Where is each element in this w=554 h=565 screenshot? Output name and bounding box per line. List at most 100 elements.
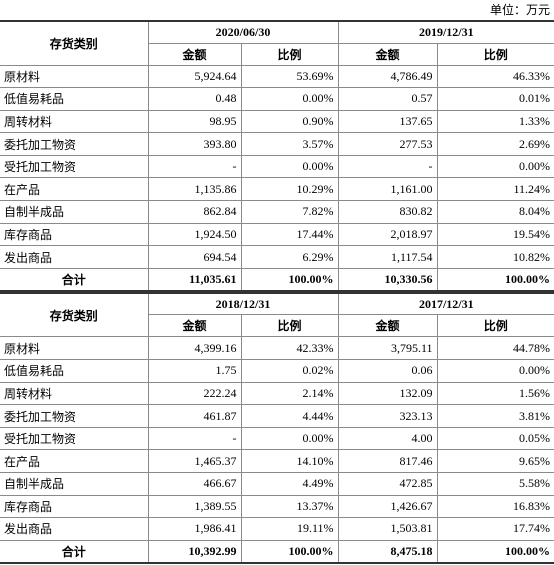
value-cell: 1,986.41 — [147, 517, 242, 541]
category-cell: 发出商品 — [0, 245, 149, 269]
subheader: 金额 — [148, 314, 242, 338]
subheader: 比例 — [436, 314, 554, 338]
value-cell: 1,135.86 — [147, 177, 242, 202]
category-cell: 库存商品 — [0, 222, 149, 247]
value-cell: 3.57% — [240, 132, 339, 156]
subheader: 比例 — [240, 314, 339, 338]
value-cell: 393.80 — [147, 132, 242, 156]
data-row: 原材料 5,924.64 53.69% 4,786.49 46.33% — [0, 64, 554, 89]
subheader: 比例 — [436, 42, 554, 66]
data-row: 自制半成品 862.84 7.82% 830.82 8.04% — [0, 200, 554, 224]
value-cell: 0.90% — [240, 109, 339, 134]
value-cell: 1,503.81 — [337, 517, 438, 541]
total-value: 10,330.56 — [337, 267, 438, 292]
value-cell: 4.49% — [240, 472, 339, 496]
data-row: 委托加工物资 461.87 4.44% 323.13 3.81% — [0, 404, 554, 428]
value-cell: 1.56% — [436, 381, 554, 406]
value-cell: 0.57 — [337, 87, 438, 111]
value-cell: 461.87 — [147, 404, 242, 428]
value-cell: 132.09 — [337, 381, 438, 406]
value-cell: 53.69% — [240, 64, 339, 89]
value-cell: 11.24% — [436, 177, 554, 202]
inventory-table: 存货类别 2020/06/30 2019/12/31 金额 比例 金额 比例 原材料 5,924… — [0, 20, 554, 292]
category-cell: 周转材料 — [0, 109, 149, 134]
value-cell: 6.29% — [240, 245, 339, 269]
value-cell: 0.00% — [240, 87, 339, 111]
subheader: 比例 — [240, 42, 339, 66]
inventory-table: 存货类别 2018/12/31 2017/12/31 金额 比例 金额 比例 原材料 4,399… — [0, 291, 554, 564]
subheader-row: 金额 比例 金额 比例 — [0, 42, 554, 66]
value-cell: 1.75 — [147, 359, 242, 383]
value-cell: 277.53 — [337, 132, 438, 156]
table-body: 原材料 5,924.64 53.69% 4,786.49 46.33% 低值易耗品 0.48… — [0, 64, 554, 292]
category-cell: 受托加工物资 — [0, 154, 149, 179]
value-cell: 4,399.16 — [147, 336, 242, 361]
value-cell: 3,795.11 — [337, 336, 438, 361]
value-cell: 4.00 — [337, 426, 438, 451]
value-cell: 16.83% — [436, 494, 554, 519]
value-cell: 7.82% — [240, 200, 339, 224]
period-header: 2019/12/31 — [337, 20, 554, 44]
total-value: 100.00% — [436, 267, 554, 292]
data-row: 低值易耗品 1.75 0.02% 0.06 0.00% — [0, 359, 554, 383]
header-row: 存货类别 2018/12/31 2017/12/31 — [0, 292, 554, 338]
value-cell: 0.06 — [337, 359, 438, 383]
data-row: 在产品 1,135.86 10.29% 1,161.00 11.24% — [0, 177, 554, 202]
value-cell: 19.54% — [436, 222, 554, 247]
subheader-row: 金额 比例 金额 比例 — [0, 314, 554, 338]
total-value: 100.00% — [436, 539, 554, 564]
value-cell: 0.00% — [240, 154, 339, 179]
value-cell: 13.37% — [240, 494, 339, 519]
value-cell: 1.33% — [436, 109, 554, 134]
table-body: 原材料 4,399.16 42.33% 3,795.11 44.78% 低值易耗品 1.75… — [0, 336, 554, 564]
value-cell: 0.00% — [436, 359, 554, 383]
category-cell: 委托加工物资 — [0, 404, 149, 428]
category-cell: 低值易耗品 — [0, 359, 149, 383]
value-cell: 817.46 — [337, 449, 438, 473]
period-header: 2020/06/30 — [147, 20, 339, 44]
value-cell: - — [147, 426, 242, 451]
value-cell: 5.58% — [436, 472, 554, 496]
category-cell: 原材料 — [0, 64, 149, 89]
value-cell: 1,117.54 — [337, 245, 438, 269]
header-row: 存货类别 2020/06/30 2019/12/31 — [0, 20, 554, 66]
table-header: 存货类别 2020/06/30 2019/12/31 金额 比例 金额 比例 — [0, 20, 554, 66]
data-row: 委托加工物资 393.80 3.57% 277.53 2.69% — [0, 132, 554, 156]
value-cell: 0.00% — [240, 426, 339, 451]
data-row: 周转材料 222.24 2.14% 132.09 1.56% — [0, 381, 554, 406]
category-cell: 周转材料 — [0, 381, 149, 406]
category-cell: 受托加工物资 — [0, 426, 149, 451]
data-row: 低值易耗品 0.48 0.00% 0.57 0.01% — [0, 87, 554, 111]
unit-label: 单位：万元 — [489, 3, 550, 17]
total-label: 合计 — [0, 267, 149, 292]
data-row: 周转材料 98.95 0.90% 137.65 1.33% — [0, 109, 554, 134]
value-cell: 472.85 — [337, 472, 438, 496]
value-cell: 4,786.49 — [337, 64, 438, 89]
value-cell: 0.01% — [436, 87, 554, 111]
data-row: 自制半成品 466.67 4.49% 472.85 5.58% — [0, 472, 554, 496]
category-cell: 库存商品 — [0, 494, 149, 519]
value-cell: 0.00% — [436, 154, 554, 179]
value-cell: 42.33% — [240, 336, 339, 361]
value-cell: 46.33% — [436, 64, 554, 89]
total-value: 10,392.99 — [147, 539, 242, 564]
category-cell: 自制半成品 — [0, 472, 149, 496]
value-cell: 4.44% — [240, 404, 339, 428]
value-cell: 466.67 — [147, 472, 242, 496]
data-row: 库存商品 1,389.55 13.37% 1,426.67 16.83% — [0, 494, 554, 519]
category-cell: 原材料 — [0, 336, 149, 361]
category-cell: 自制半成品 — [0, 200, 149, 224]
value-cell: 2.69% — [436, 132, 554, 156]
total-value: 100.00% — [240, 539, 339, 564]
subheader: 金额 — [337, 42, 438, 66]
value-cell: 830.82 — [337, 200, 438, 224]
value-cell: 0.02% — [240, 359, 339, 383]
value-cell: 14.10% — [240, 449, 339, 473]
category-cell: 在产品 — [0, 177, 149, 202]
value-cell: 1,389.55 — [147, 494, 242, 519]
period-header: 2018/12/31 — [147, 292, 339, 316]
value-cell: 44.78% — [436, 336, 554, 361]
value-cell: - — [337, 154, 438, 179]
table-header: 存货类别 2018/12/31 2017/12/31 金额 比例 金额 比例 — [0, 292, 554, 338]
